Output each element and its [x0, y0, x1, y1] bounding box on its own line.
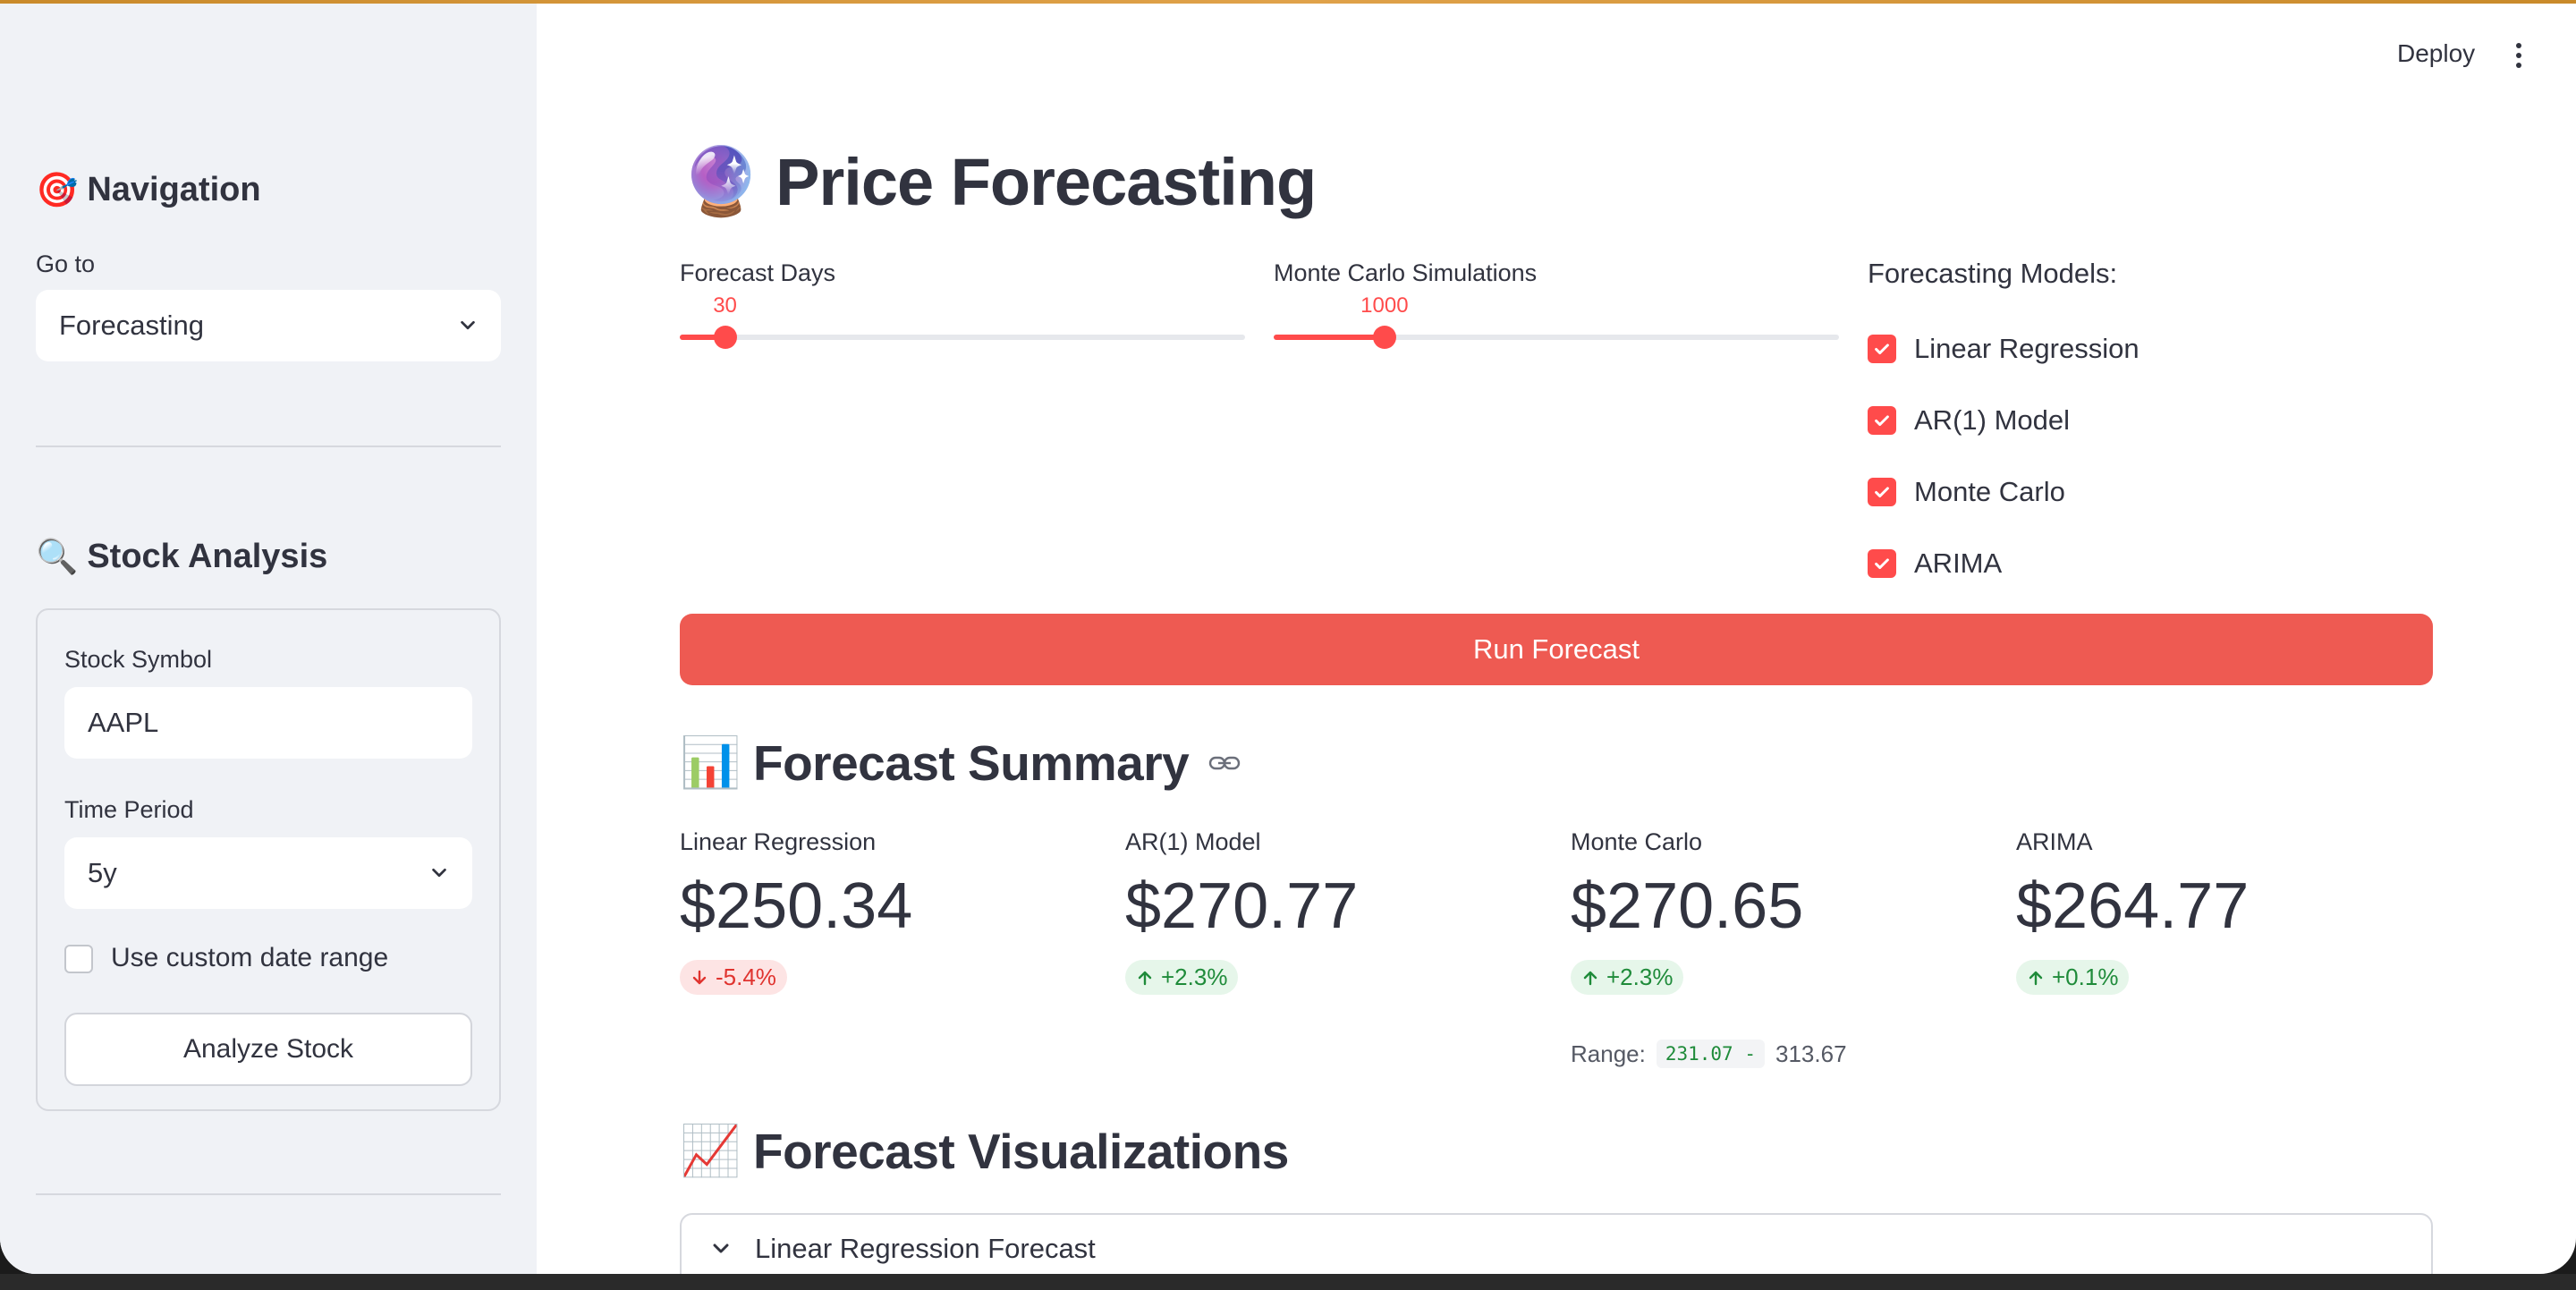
checkbox-checked-icon: [1868, 478, 1896, 506]
expander-label: Linear Regression Forecast: [755, 1233, 1096, 1264]
metric-delta-text: +2.3%: [1161, 963, 1228, 990]
stock-form: Stock Symbol AAPL Time Period 5y Use cus…: [36, 608, 501, 1111]
crystal-ball-icon: 🔮: [680, 143, 762, 220]
period-select[interactable]: 5y: [64, 837, 472, 909]
goto-select[interactable]: Forecasting: [36, 290, 501, 361]
line-chart-icon: 📈: [680, 1122, 741, 1179]
goto-label: Go to: [36, 250, 96, 277]
run-forecast-button[interactable]: Run Forecast: [680, 614, 2433, 685]
kebab-dot: [2516, 63, 2521, 68]
metric-value: $250.34: [680, 870, 913, 942]
model-label: ARIMA: [1914, 547, 2003, 579]
forecast-days-value: 30: [713, 293, 737, 318]
symbol-input-value: AAPL: [88, 707, 159, 738]
arrow-down-icon: [692, 970, 707, 984]
metric-value: $270.77: [1125, 870, 1359, 942]
mc-sims-label: Monte Carlo Simulations: [1274, 259, 1538, 286]
stock-analysis-heading-text: Stock Analysis: [87, 538, 328, 575]
metric-ar1: AR(1) Model $270.77 +2.3%: [1125, 828, 1537, 995]
sidebar-divider: [36, 446, 501, 447]
metric-delta: +0.1%: [2016, 960, 2130, 995]
model-label: AR(1) Model: [1914, 404, 2070, 436]
metric-value: $270.65: [1571, 870, 1804, 942]
stock-analysis-heading: 🔍 Stock Analysis: [36, 537, 327, 577]
metric-delta-text: +2.3%: [1606, 963, 1674, 990]
period-label: Time Period: [64, 796, 194, 823]
bar-chart-icon: 📊: [680, 734, 741, 791]
link-icon[interactable]: [1208, 754, 1241, 772]
model-checkbox-monte-carlo[interactable]: Monte Carlo: [1868, 476, 2065, 508]
checkbox-checked-icon: [1868, 335, 1896, 363]
arrow-up-icon: [1583, 971, 1597, 985]
checkbox-checked-icon: [1868, 549, 1896, 578]
symbol-input[interactable]: AAPL: [64, 687, 472, 759]
metric-delta-text: -5.4%: [716, 963, 776, 990]
kebab-dot: [2516, 53, 2521, 58]
range-high: 313.67: [1775, 1040, 1847, 1067]
magnifier-icon: 🔍: [36, 537, 79, 576]
top-accent-line: [0, 0, 2576, 4]
forecast-visualizations-heading: 📈 Forecast Visualizations: [680, 1122, 1289, 1180]
arrow-up-icon: [1138, 971, 1152, 985]
mc-sims-slider[interactable]: [1274, 335, 1839, 340]
metric-label: Linear Regression: [680, 828, 877, 855]
metric-delta: -5.4%: [680, 960, 787, 995]
forecast-summary-heading-text: Forecast Summary: [752, 734, 1190, 791]
kebab-dot: [2516, 43, 2521, 48]
sidebar: 🎯 Navigation Go to Forecasting 🔍 Stock A…: [0, 4, 537, 1274]
metric-delta: +2.3%: [1571, 960, 1684, 995]
metric-delta-text: +0.1%: [2052, 963, 2119, 990]
chevron-down-icon: [713, 1243, 729, 1253]
forecast-summary-heading: 📊 Forecast Summary: [680, 734, 1241, 792]
target-icon: 🎯: [36, 170, 79, 209]
page-title: 🔮 Price Forecasting: [680, 143, 1317, 221]
page-title-text: Price Forecasting: [775, 145, 1317, 219]
metric-monte-carlo: Monte Carlo $270.65 +2.3%: [1571, 828, 1982, 995]
metric-delta: +2.3%: [1125, 960, 1239, 995]
mc-sims-slider-thumb[interactable]: [1372, 326, 1396, 349]
model-label: Monte Carlo: [1914, 476, 2065, 507]
goto-select-value: Forecasting: [59, 310, 204, 341]
deploy-button[interactable]: Deploy: [2397, 39, 2476, 67]
metric-arima: ARIMA $264.77 +0.1%: [2016, 828, 2428, 995]
model-checkbox-arima[interactable]: ARIMA: [1868, 547, 2002, 580]
forecast-days-label: Forecast Days: [680, 259, 836, 286]
forecast-days-slider[interactable]: [680, 335, 1245, 340]
range-low: 231.07 -: [1656, 1040, 1765, 1068]
sidebar-divider: [36, 1193, 501, 1195]
monte-carlo-range: Range: 231.07 - 313.67: [1571, 1040, 1847, 1068]
model-label: Linear Regression: [1914, 333, 2140, 364]
custom-range-checkbox[interactable]: [64, 945, 93, 973]
forecast-visualizations-heading-text: Forecast Visualizations: [752, 1123, 1289, 1179]
range-label: Range:: [1571, 1040, 1646, 1067]
kebab-menu-icon[interactable]: [2510, 43, 2528, 72]
taskbar-strip: [0, 1274, 2576, 1290]
custom-range-label: Use custom date range: [111, 943, 389, 972]
metric-label: AR(1) Model: [1125, 828, 1261, 855]
checkbox-checked-icon: [1868, 406, 1896, 435]
symbol-label: Stock Symbol: [64, 646, 213, 673]
forecast-days-slider-thumb[interactable]: [713, 326, 737, 349]
model-checkbox-ar1[interactable]: AR(1) Model: [1868, 404, 2070, 437]
forecast-days-slider-fill: [680, 335, 725, 340]
navigation-heading: 🎯 Navigation: [36, 170, 261, 210]
metric-label: ARIMA: [2016, 828, 2093, 855]
model-checkbox-linear-regression[interactable]: Linear Regression: [1868, 333, 2140, 365]
analyze-stock-button[interactable]: Analyze Stock: [64, 1013, 472, 1086]
arrow-up-icon: [2029, 971, 2043, 985]
metric-linear-regression: Linear Regression $250.34 -5.4%: [680, 828, 1091, 995]
metric-value: $264.77: [2016, 870, 2250, 942]
navigation-heading-text: Navigation: [87, 171, 261, 208]
mc-sims-slider-fill: [1274, 335, 1385, 340]
linear-regression-forecast-expander[interactable]: Linear Regression Forecast: [680, 1213, 2433, 1274]
chevron-down-icon: [461, 320, 475, 330]
chevron-down-icon: [432, 868, 446, 878]
metric-label: Monte Carlo: [1571, 828, 1703, 855]
period-select-value: 5y: [88, 857, 117, 888]
models-heading: Forecasting Models:: [1868, 258, 2118, 289]
mc-sims-value: 1000: [1360, 293, 1409, 318]
